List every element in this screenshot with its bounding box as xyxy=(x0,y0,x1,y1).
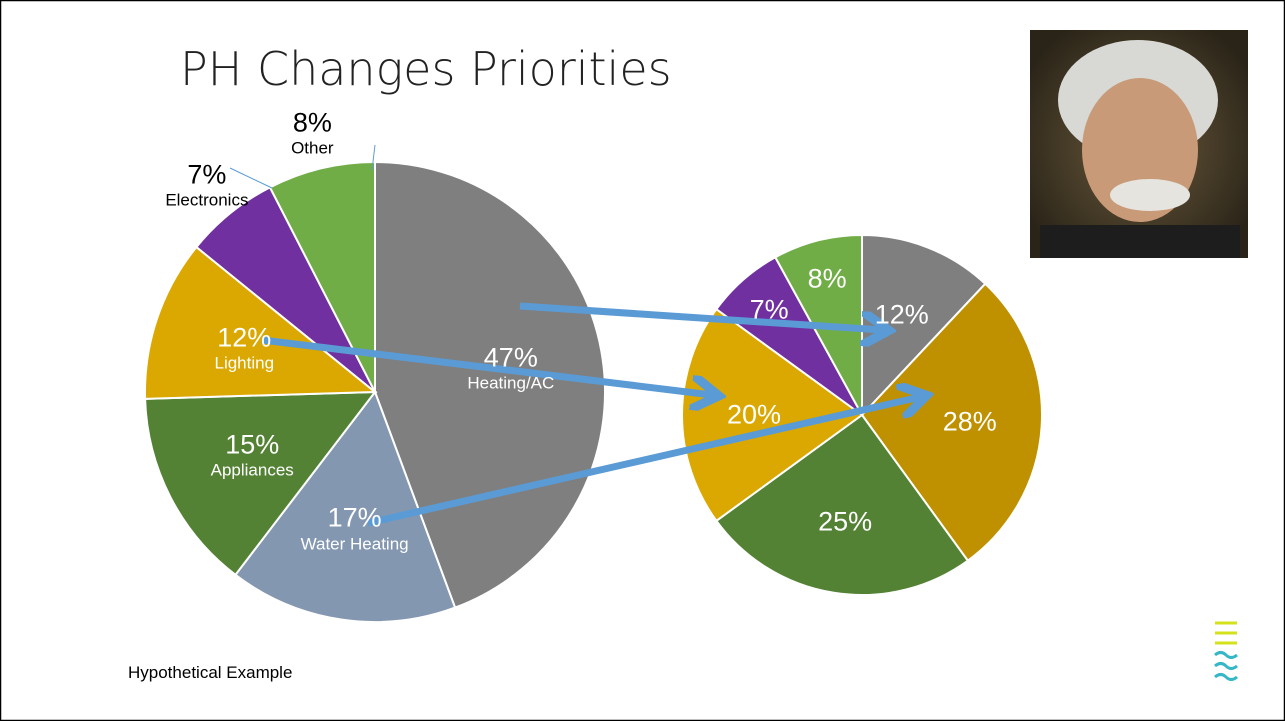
slice-label: 7% Electronics xyxy=(152,160,262,211)
value-label: 7% xyxy=(749,294,789,325)
pie-slice xyxy=(374,160,606,609)
category-label: Electronics xyxy=(165,190,249,210)
portrait xyxy=(1030,30,1248,258)
slide-title: PH Changes Priorities xyxy=(180,42,672,96)
category-label: Other xyxy=(291,138,334,158)
pies xyxy=(144,160,1043,623)
slice-label: 15% Appliances xyxy=(197,430,307,481)
pie-slice xyxy=(714,413,970,596)
value-label: 20% xyxy=(726,399,782,430)
arrow xyxy=(519,302,882,330)
pie-slice xyxy=(861,233,987,418)
slice-label: 7% xyxy=(750,294,789,325)
value-label: 12% xyxy=(874,299,929,330)
category-label: Heating/AC xyxy=(467,373,555,393)
leader-line xyxy=(229,167,273,189)
slice-label: 25% xyxy=(818,506,872,537)
coat xyxy=(1040,225,1240,258)
value-label: 8% xyxy=(807,263,847,294)
category-label: Appliances xyxy=(210,460,294,480)
value-label: 8% xyxy=(292,107,332,138)
value-label: 28% xyxy=(942,406,997,437)
slice-label: 28% xyxy=(943,406,997,437)
slice-label: 17% Water Heating xyxy=(300,503,410,554)
slice-label: 12% xyxy=(875,299,929,330)
arrow xyxy=(261,336,712,395)
slice-label: 47% Heating/AC xyxy=(456,342,566,393)
logo-wave xyxy=(1214,662,1238,670)
value-label: 15% xyxy=(225,429,280,460)
value-label: 17% xyxy=(327,503,382,534)
footnote: Hypothetical Example xyxy=(128,663,293,682)
arrow xyxy=(367,397,920,527)
category-label: Lighting xyxy=(214,353,275,373)
value-label: 7% xyxy=(187,159,227,190)
leader-line xyxy=(371,144,376,171)
pie-slice xyxy=(234,389,457,623)
pie-slice xyxy=(144,245,378,400)
arrows xyxy=(261,302,920,527)
slice-label: 12% Lighting xyxy=(189,323,299,374)
slice-label: 8% Other xyxy=(257,107,367,158)
value-label: 25% xyxy=(818,506,873,537)
slice-label: 8% xyxy=(808,263,847,294)
pie-slice xyxy=(860,282,1043,563)
logo xyxy=(1214,621,1238,681)
category-label: Water Heating xyxy=(300,534,409,554)
moustache xyxy=(1110,179,1190,211)
value-label: 47% xyxy=(483,342,538,373)
pie-slice xyxy=(681,307,864,523)
logo-wave xyxy=(1214,651,1238,659)
slice-label: 20% xyxy=(727,399,781,430)
pie-slice xyxy=(144,390,378,577)
value-label: 12% xyxy=(217,322,272,353)
logo-wave xyxy=(1214,673,1238,681)
